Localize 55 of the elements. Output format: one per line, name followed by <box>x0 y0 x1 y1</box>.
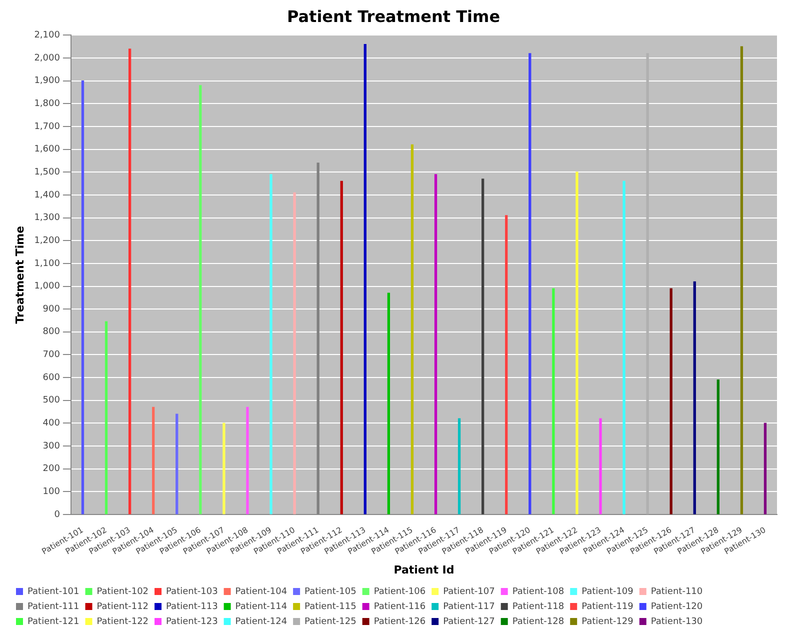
y-tick-label: 1,400 <box>34 190 60 200</box>
y-tick-label: 0 <box>54 510 60 520</box>
legend-label: Patient-108 <box>512 586 564 597</box>
legend-label: Patient-116 <box>374 602 426 612</box>
legend-label: Patient-122 <box>96 616 149 627</box>
legend-label: Patient-104 <box>235 586 288 597</box>
y-tick-label: 200 <box>42 464 60 474</box>
legend-label: Patient-119 <box>582 602 634 612</box>
x-axis-title: Patient Id <box>394 563 454 576</box>
y-tick-label: 400 <box>42 418 60 429</box>
legend-label: Patient-126 <box>374 616 426 627</box>
legend-label: Patient-102 <box>96 586 149 597</box>
legend-label: Patient-106 <box>374 586 426 597</box>
legend-label: Patient-113 <box>166 602 218 612</box>
legend-label: Patient-114 <box>235 602 288 612</box>
y-tick-label: 2,000 <box>34 53 60 64</box>
chart-title: Patient Treatment Time <box>286 6 500 26</box>
legend-label: Patient-101 <box>28 586 80 597</box>
y-tick-label: 1,800 <box>34 99 60 110</box>
y-tick-label: 1,600 <box>34 144 60 155</box>
y-tick-label: 700 <box>42 350 60 360</box>
legend-label: Patient-105 <box>304 586 356 597</box>
y-tick-label: 300 <box>42 441 60 452</box>
legend-label: Patient-112 <box>96 602 149 612</box>
y-tick-label: 800 <box>42 327 60 338</box>
legend-label: Patient-115 <box>304 602 356 612</box>
legend-label: Patient-103 <box>166 586 218 597</box>
y-tick-label: 1,000 <box>34 282 60 292</box>
y-tick-label: 2,100 <box>34 30 60 41</box>
y-tick-label: 1,100 <box>34 258 60 269</box>
y-tick-label: 600 <box>42 372 60 383</box>
legend-label: Patient-125 <box>304 616 356 627</box>
legend-label: Patient-127 <box>443 616 495 627</box>
legend-label: Patient-124 <box>235 616 288 627</box>
legend-label: Patient-117 <box>443 602 495 612</box>
legend-label: Patient-107 <box>443 586 495 597</box>
y-axis-title: Treatment Time <box>13 226 26 324</box>
y-tick-label: 1,500 <box>34 167 60 178</box>
legend-label: Patient-123 <box>166 616 218 627</box>
y-tick-label: 1,900 <box>34 76 60 86</box>
y-tick-label: 1,700 <box>34 122 60 132</box>
legend-label: Patient-120 <box>650 602 703 612</box>
y-tick-label: 100 <box>42 487 60 497</box>
legend-label: Patient-129 <box>582 616 634 627</box>
y-tick-label: 1,300 <box>34 213 60 224</box>
legend-label: Patient-130 <box>650 616 703 627</box>
legend-label: Patient-110 <box>650 586 703 597</box>
legend-label: Patient-121 <box>28 616 80 627</box>
legend-label: Patient-109 <box>582 586 634 597</box>
y-tick-label: 900 <box>42 304 60 314</box>
legend-label: Patient-128 <box>512 616 564 627</box>
y-tick-label: 500 <box>42 396 60 406</box>
y-tick-label: 1,200 <box>34 236 60 246</box>
legend-label: Patient-111 <box>28 602 80 612</box>
legend-label: Patient-118 <box>512 602 564 612</box>
